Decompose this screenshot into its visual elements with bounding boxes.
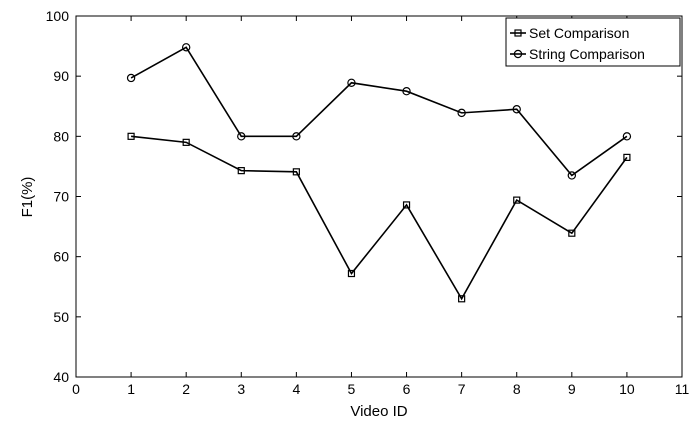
y-tick-label: 40 <box>53 369 69 385</box>
x-tick-label: 3 <box>237 381 245 397</box>
data-point <box>237 132 246 141</box>
legend: Set Comparison String Comparison <box>505 17 681 67</box>
legend-box <box>505 17 681 67</box>
legend-entry: String Comparison <box>510 46 645 62</box>
data-point <box>512 105 521 114</box>
series-line <box>131 135 628 301</box>
x-tick-label: 10 <box>619 381 635 397</box>
data-point <box>458 295 466 303</box>
legend-entry: Set Comparison <box>510 25 629 41</box>
plot-area <box>75 15 683 378</box>
data-point <box>568 229 576 237</box>
data-point <box>513 196 521 204</box>
data-point <box>126 73 136 83</box>
legend-marker <box>513 49 523 59</box>
data-point <box>567 171 577 180</box>
legend-label: String Comparison <box>529 46 645 62</box>
x-tick-label: 9 <box>568 381 576 397</box>
series-1 <box>126 43 632 180</box>
y-axis-title: F1(%) <box>19 177 36 218</box>
x-tick-label: 7 <box>458 381 466 397</box>
y-tick-label: 60 <box>53 249 69 265</box>
data-point <box>182 138 190 146</box>
series-0 <box>127 132 631 303</box>
x-tick-label: 1 <box>127 381 135 397</box>
y-tick-label: 100 <box>46 8 70 24</box>
x-tick-label: 0 <box>72 381 80 397</box>
legend-entries: Set Comparison String Comparison <box>510 25 645 62</box>
data-point <box>622 132 632 141</box>
data-point <box>402 201 411 209</box>
data-point <box>623 153 631 161</box>
x-axis-title: Video ID <box>350 403 407 420</box>
x-tick-label: 4 <box>292 381 300 397</box>
data-point <box>347 269 356 278</box>
data-point <box>347 78 356 87</box>
x-tick-label: 2 <box>182 381 190 397</box>
data-point <box>402 87 411 96</box>
x-tick-label: 5 <box>348 381 356 397</box>
x-tick-label: 6 <box>403 381 411 397</box>
data-point <box>237 167 245 175</box>
y-tick-label: 80 <box>53 128 69 144</box>
legend-marker <box>514 29 522 37</box>
series-layer <box>126 43 632 303</box>
series-line <box>130 46 628 177</box>
x-tick-label: 8 <box>513 381 521 397</box>
data-point <box>292 168 300 176</box>
data-point <box>292 132 301 141</box>
y-tick-label: 90 <box>53 68 69 84</box>
x-tick-label: 11 <box>675 381 690 397</box>
y-tick-label: 70 <box>53 189 69 205</box>
data-point <box>457 108 466 118</box>
legend-label: Set Comparison <box>529 25 629 41</box>
data-point <box>127 132 135 140</box>
data-point <box>181 43 191 52</box>
y-tick-label: 50 <box>53 309 69 325</box>
